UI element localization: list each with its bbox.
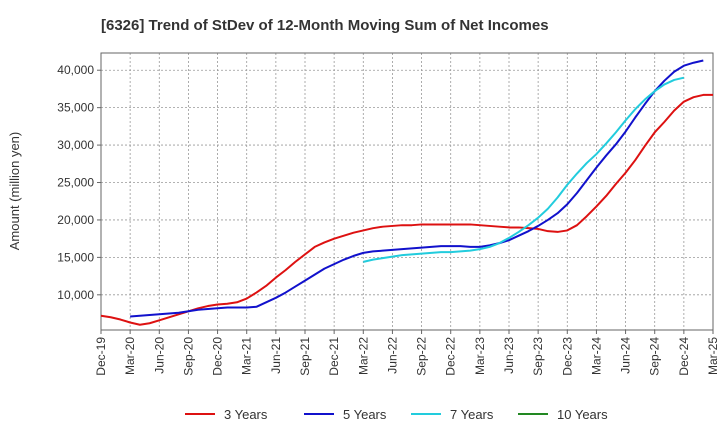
y-axis-ticks: 10,000 15,000 20,000 25,000 30,000 35,000 40,0… <box>57 63 101 302</box>
plot-area <box>100 52 714 331</box>
y-tick-label: 10,000 <box>57 288 94 302</box>
x-tick-label: Mar-23 <box>473 337 487 375</box>
y-tick-label: 15,000 <box>57 250 94 264</box>
plot-background <box>101 53 713 330</box>
x-tick-label: Dec-21 <box>327 337 341 376</box>
x-tick-label: Jun-23 <box>502 337 516 374</box>
plot-frame <box>100 52 714 331</box>
x-tick-label: Jun-20 <box>152 337 166 374</box>
x-tick-label: Jun-21 <box>269 337 283 374</box>
x-tick-label: Sep-23 <box>531 337 545 376</box>
x-tick-label: Sep-22 <box>415 337 429 376</box>
legend: 3 Years 5 Years 7 Years 10 Years <box>185 407 608 422</box>
x-tick-label: Sep-20 <box>181 337 195 376</box>
x-tick-label: Mar-22 <box>356 337 370 375</box>
x-tick-label: Dec-20 <box>211 337 225 376</box>
x-tick-label: Mar-21 <box>240 337 254 375</box>
x-tick-label: Jun-22 <box>385 337 399 374</box>
x-tick-label: Dec-24 <box>677 337 691 376</box>
x-tick-label: Dec-23 <box>560 337 574 376</box>
series-line-3-years <box>100 93 713 326</box>
y-tick-label: 30,000 <box>57 138 94 152</box>
x-tick-label: Jun-24 <box>619 337 633 374</box>
x-tick-label: Dec-19 <box>94 337 108 376</box>
chart-title: [6326] Trend of StDev of 12-Month Moving… <box>101 17 549 34</box>
x-tick-label: Dec-22 <box>444 337 458 376</box>
legend-label: 10 Years <box>557 407 608 422</box>
series-line-5-years <box>130 59 704 318</box>
y-axis-label: Amount (million yen) <box>7 132 22 251</box>
y-tick-label: 25,000 <box>57 176 94 190</box>
legend-label: 5 Years <box>343 407 387 422</box>
x-tick-label: Mar-20 <box>123 337 137 375</box>
x-tick-label: Sep-24 <box>648 337 662 376</box>
y-tick-label: 40,000 <box>57 63 94 77</box>
x-axis-ticks: Dec-19 Mar-20 Jun-20 Sep-20 Dec-20 Mar-21 Jun-… <box>94 330 720 376</box>
series-line-7-years <box>363 76 685 263</box>
x-tick-label: Mar-25 <box>706 337 720 375</box>
series-lines <box>100 59 713 326</box>
legend-label: 7 Years <box>450 407 494 422</box>
y-tick-label: 20,000 <box>57 213 94 227</box>
x-tick-label: Sep-21 <box>298 337 312 376</box>
legend-label: 3 Years <box>224 407 268 422</box>
grid-lines <box>100 53 714 330</box>
x-tick-label: Mar-24 <box>589 337 603 375</box>
y-tick-label: 35,000 <box>57 101 94 115</box>
